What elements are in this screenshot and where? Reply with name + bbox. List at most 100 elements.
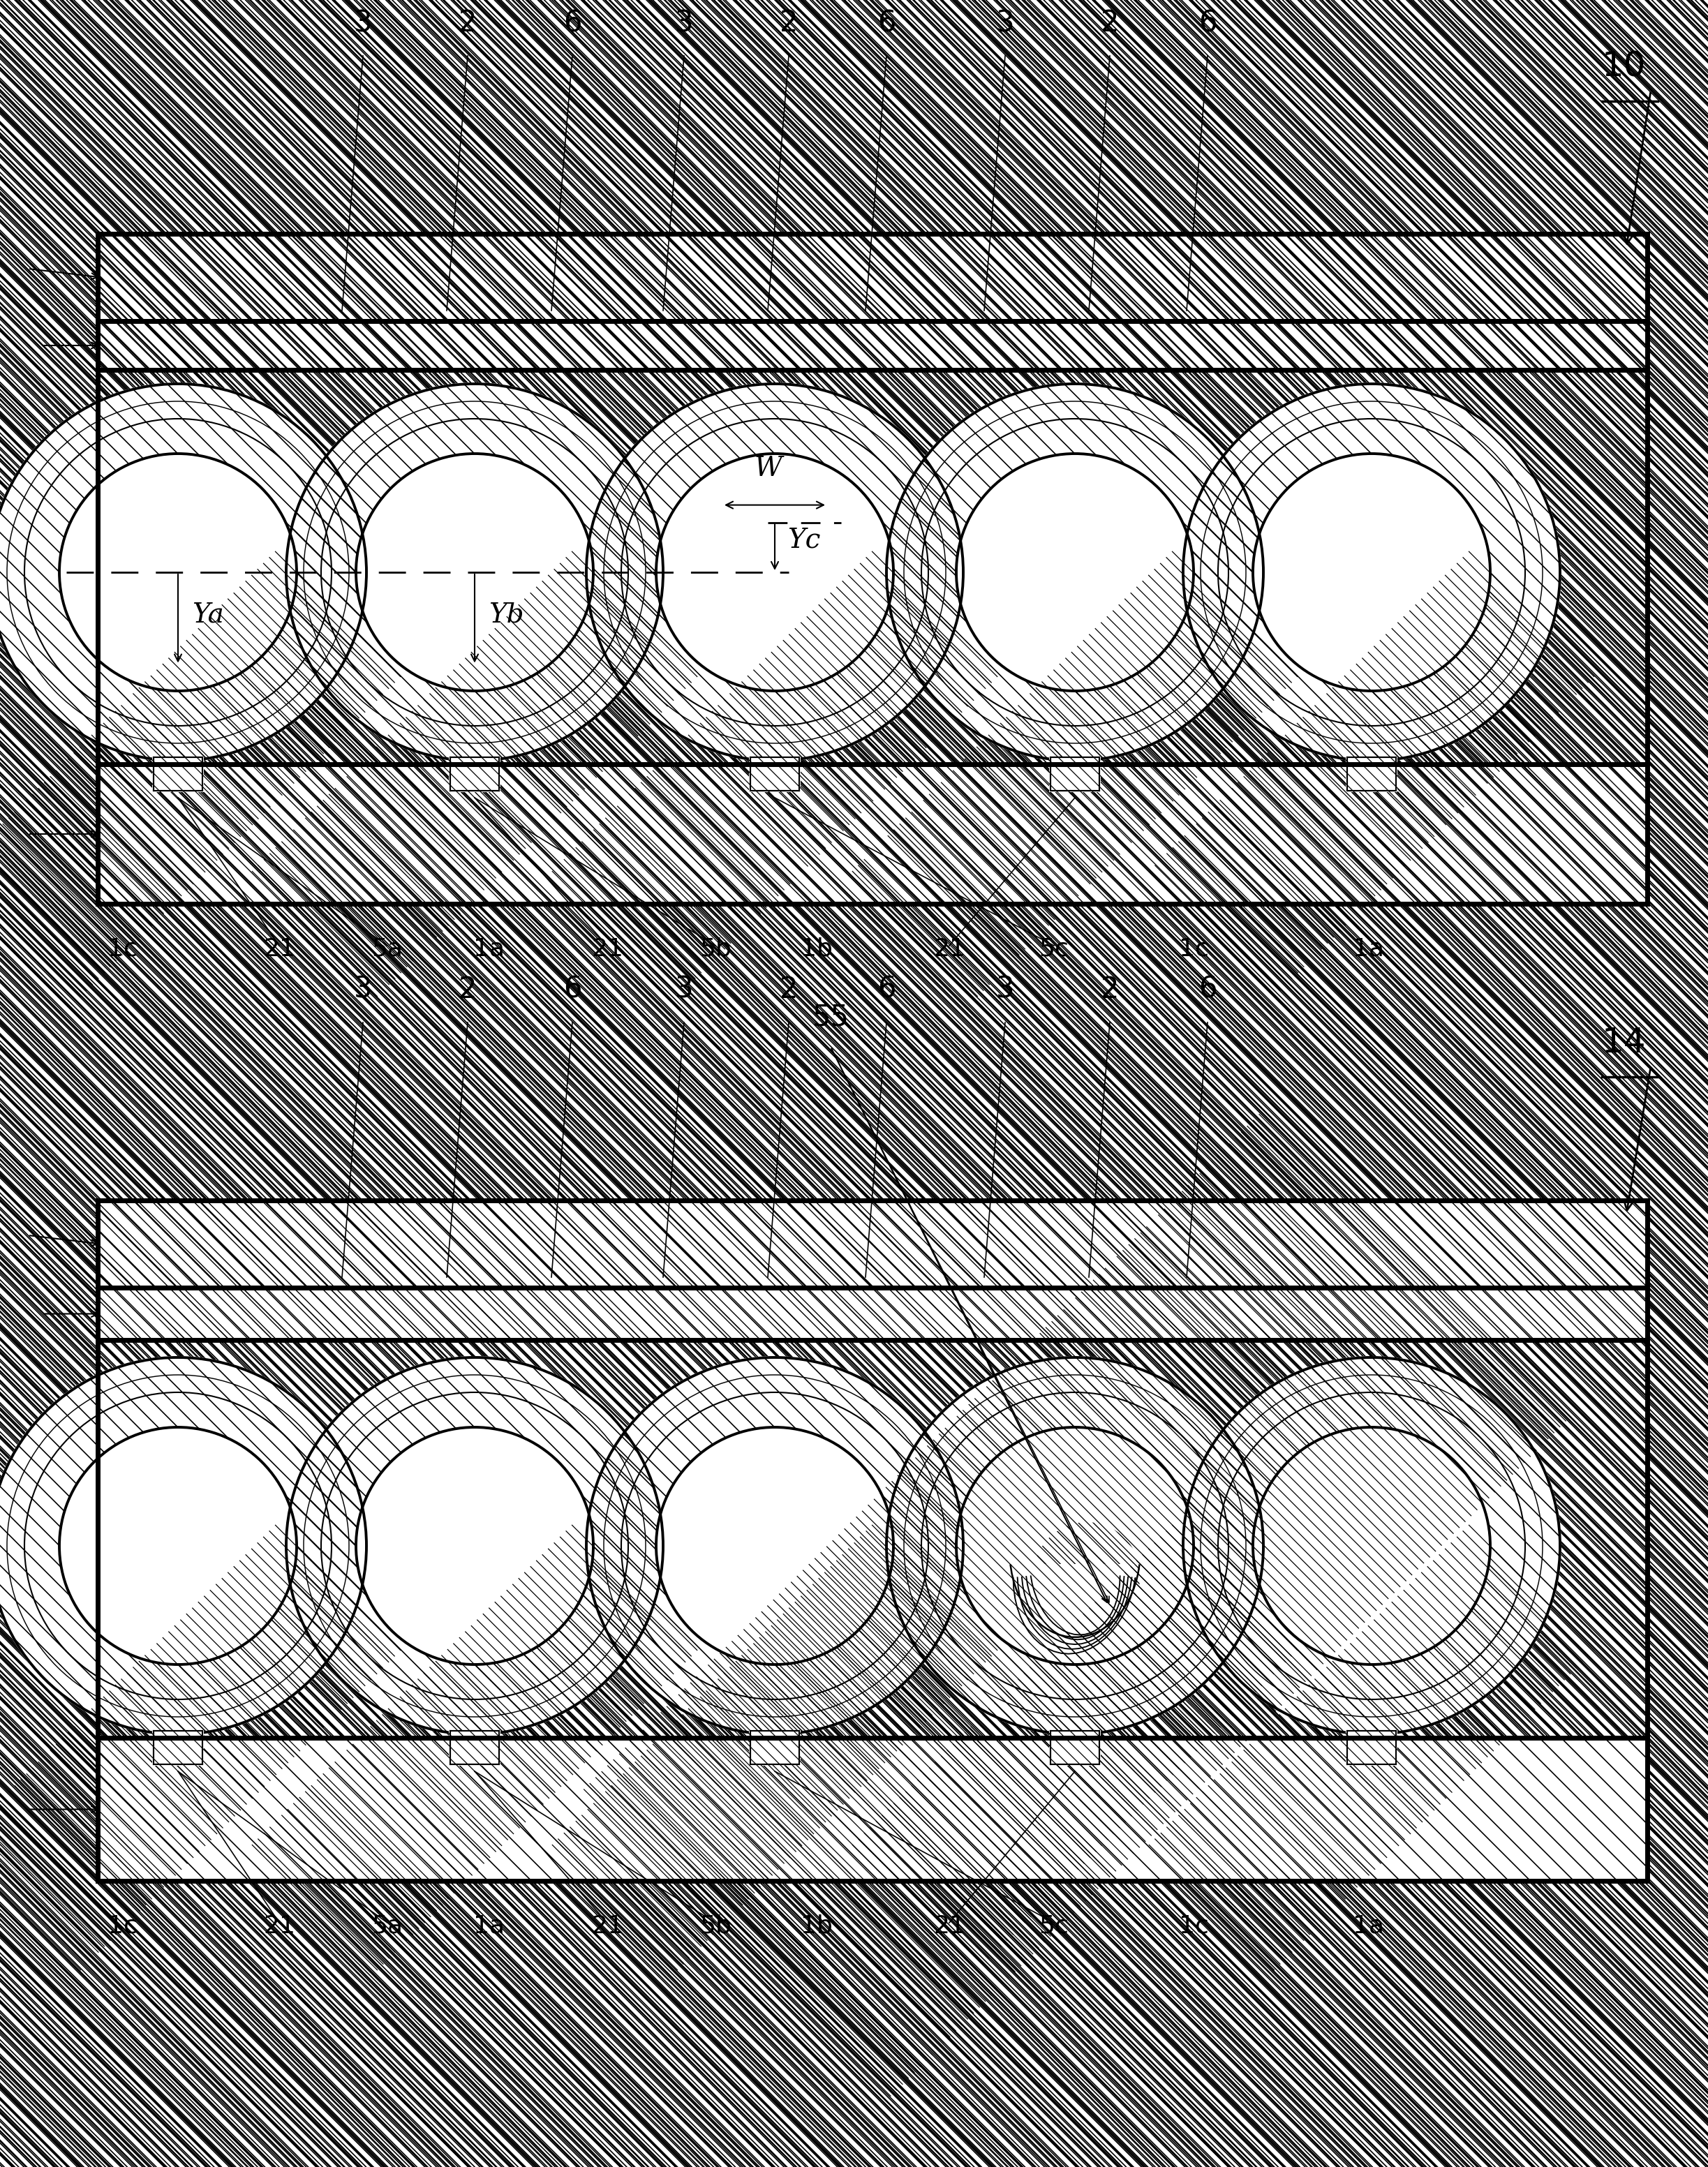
Text: 6: 6 bbox=[1199, 975, 1216, 1003]
Ellipse shape bbox=[956, 1428, 1192, 1664]
Text: 5b: 5b bbox=[700, 938, 731, 960]
Text: 2: 2 bbox=[1100, 975, 1119, 1003]
Text: Yc: Yc bbox=[787, 527, 820, 553]
Bar bbox=[1049, 756, 1100, 793]
Bar bbox=[97, 371, 1647, 765]
Text: 3: 3 bbox=[675, 9, 693, 37]
Ellipse shape bbox=[885, 381, 1264, 763]
Bar bbox=[449, 756, 500, 793]
Ellipse shape bbox=[1182, 381, 1561, 763]
Bar bbox=[154, 756, 203, 791]
Bar bbox=[154, 756, 203, 791]
Ellipse shape bbox=[60, 455, 295, 691]
Text: 3: 3 bbox=[354, 975, 372, 1003]
Ellipse shape bbox=[658, 455, 893, 691]
Text: 10: 10 bbox=[1602, 50, 1647, 85]
Bar bbox=[1050, 1731, 1100, 1764]
Text: 2: 2 bbox=[1100, 9, 1119, 37]
Text: 1a: 1a bbox=[1353, 1913, 1383, 1937]
Text: Yb: Yb bbox=[488, 602, 524, 628]
Text: 1a: 1a bbox=[1353, 938, 1383, 960]
Text: 3: 3 bbox=[675, 975, 693, 1003]
Text: 6: 6 bbox=[564, 9, 582, 37]
Bar bbox=[750, 1731, 799, 1764]
Bar bbox=[152, 1731, 203, 1766]
Bar bbox=[97, 1201, 1647, 1287]
Ellipse shape bbox=[0, 381, 367, 763]
Text: 1a: 1a bbox=[473, 1913, 504, 1937]
Text: 6: 6 bbox=[878, 9, 895, 37]
Bar bbox=[97, 1339, 1647, 1738]
Bar bbox=[154, 1731, 203, 1764]
Bar bbox=[97, 765, 1647, 904]
Text: 1b: 1b bbox=[801, 1913, 834, 1937]
Text: 5b: 5b bbox=[700, 1913, 731, 1937]
Bar bbox=[97, 1339, 1647, 1738]
Text: 2: 2 bbox=[779, 975, 798, 1003]
Text: 21: 21 bbox=[591, 1913, 623, 1937]
Ellipse shape bbox=[0, 1357, 367, 1736]
Ellipse shape bbox=[885, 1357, 1264, 1736]
Bar bbox=[1050, 756, 1100, 791]
Text: 21: 21 bbox=[263, 938, 295, 960]
Bar bbox=[1016, 1565, 1134, 1647]
Bar bbox=[451, 756, 499, 791]
Bar bbox=[97, 765, 1647, 904]
Text: 55: 55 bbox=[811, 1003, 849, 1031]
Ellipse shape bbox=[584, 381, 965, 763]
Bar bbox=[451, 1731, 499, 1764]
Text: 14: 14 bbox=[1602, 1025, 1647, 1060]
Bar bbox=[97, 371, 1647, 765]
Ellipse shape bbox=[1254, 1428, 1489, 1664]
Text: 5c: 5c bbox=[1038, 938, 1069, 960]
Text: 2: 2 bbox=[458, 9, 477, 37]
Ellipse shape bbox=[584, 1357, 965, 1736]
Bar bbox=[750, 756, 799, 791]
Text: 1c: 1c bbox=[1179, 1913, 1209, 1937]
Text: 2: 2 bbox=[779, 9, 798, 37]
Bar bbox=[152, 756, 203, 793]
Bar bbox=[97, 1738, 1647, 1881]
Bar bbox=[97, 234, 1647, 321]
Bar bbox=[97, 1201, 1647, 1287]
Text: 3: 3 bbox=[996, 975, 1015, 1003]
Text: W: W bbox=[753, 455, 782, 481]
Bar bbox=[154, 1731, 203, 1764]
Bar bbox=[750, 756, 799, 791]
Text: Ya: Ya bbox=[191, 602, 224, 628]
Text: 1c: 1c bbox=[108, 938, 137, 960]
Bar bbox=[449, 1731, 500, 1766]
Text: 6: 6 bbox=[1199, 9, 1216, 37]
Bar bbox=[451, 1731, 499, 1764]
Ellipse shape bbox=[1033, 1541, 1141, 1610]
Text: 21: 21 bbox=[591, 938, 623, 960]
Bar bbox=[1348, 756, 1395, 791]
Ellipse shape bbox=[285, 381, 664, 763]
Bar bbox=[748, 756, 801, 793]
Ellipse shape bbox=[658, 1428, 893, 1664]
Text: 3: 3 bbox=[996, 9, 1015, 37]
Bar bbox=[97, 1287, 1647, 1339]
Text: 1c: 1c bbox=[1179, 938, 1209, 960]
Ellipse shape bbox=[60, 1428, 295, 1664]
Ellipse shape bbox=[357, 1428, 593, 1664]
Bar bbox=[1346, 1731, 1397, 1766]
Bar bbox=[97, 1287, 1647, 1339]
Bar bbox=[97, 321, 1647, 371]
Bar bbox=[1050, 1731, 1100, 1764]
Ellipse shape bbox=[357, 455, 593, 691]
Text: 6: 6 bbox=[878, 975, 895, 1003]
Bar bbox=[97, 234, 1647, 321]
Bar bbox=[1346, 756, 1397, 793]
Bar bbox=[1348, 1731, 1395, 1764]
Bar bbox=[1049, 1731, 1100, 1766]
Bar bbox=[451, 756, 499, 791]
Bar bbox=[1348, 1731, 1395, 1764]
Text: 1b: 1b bbox=[801, 938, 834, 960]
Bar bbox=[750, 1731, 799, 1764]
Bar bbox=[1348, 756, 1395, 791]
Text: 5a: 5a bbox=[372, 1913, 403, 1937]
Text: 21: 21 bbox=[263, 1913, 295, 1937]
Bar bbox=[1016, 1565, 1134, 1647]
Text: 2: 2 bbox=[458, 975, 477, 1003]
